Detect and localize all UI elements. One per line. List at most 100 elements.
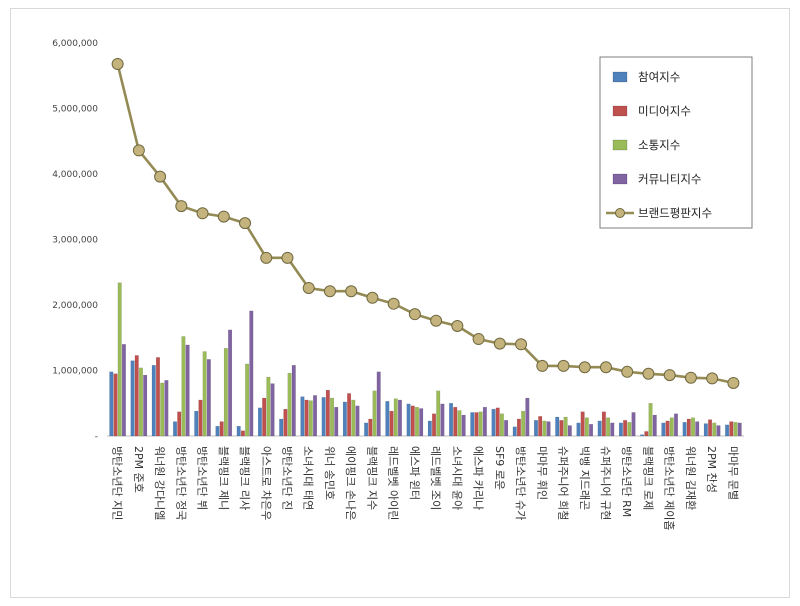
- bar-3: [330, 397, 334, 437]
- category-label: 2PM 찬성: [705, 446, 719, 493]
- bar-4: [525, 397, 530, 437]
- bar-3: [117, 282, 122, 437]
- category-label: 레드벨벳 조이: [429, 446, 442, 510]
- category-label: 방탄소년단 지민: [111, 446, 124, 520]
- bar-3: [138, 367, 143, 437]
- bar-3: [202, 351, 207, 437]
- y-tick-label: 3,000,000: [52, 236, 98, 246]
- reputation-marker: [196, 207, 209, 220]
- bar-3: [351, 399, 356, 437]
- category-label: 마마무 휘인: [535, 446, 548, 500]
- bar-1: [257, 407, 262, 437]
- category-label: SF9 로운: [493, 446, 506, 490]
- legend-label: 참여지수: [638, 70, 680, 84]
- bar-2: [283, 408, 288, 437]
- bar-4: [270, 383, 275, 437]
- category-label: 빅뱅 지드래곤: [578, 446, 591, 510]
- bar-2: [559, 420, 564, 437]
- bar-1: [342, 401, 347, 437]
- reputation-marker: [642, 367, 655, 380]
- y-tick-label: -: [95, 432, 98, 442]
- bar-2: [644, 431, 649, 437]
- category-label: 방탄소년단 뷔: [196, 446, 209, 510]
- bar-4: [206, 359, 211, 437]
- bar-4: [313, 395, 317, 437]
- reputation-marker: [175, 200, 188, 213]
- category-label: 워너원 김재환: [684, 446, 697, 510]
- reputation-marker: [430, 314, 443, 327]
- bar-3: [521, 410, 526, 437]
- bar-4: [589, 424, 593, 437]
- bar-1: [470, 412, 475, 437]
- bar-1: [555, 416, 560, 437]
- bar-4: [567, 425, 572, 437]
- bar-3: [287, 372, 292, 437]
- bar-2: [410, 405, 415, 437]
- category-label: 방탄소년단 제이홉: [663, 446, 677, 530]
- bar-1: [173, 421, 177, 437]
- category-label: 에스파 카리나: [472, 446, 485, 510]
- reputation-marker: [154, 170, 167, 183]
- category-label: 슈퍼주니어 희철: [557, 446, 570, 520]
- bar-4: [164, 380, 169, 437]
- legend-swatch: [612, 173, 628, 185]
- bar-3: [733, 422, 738, 437]
- bar-1: [534, 420, 538, 437]
- bar-3: [457, 410, 462, 437]
- reputation-marker: [239, 217, 252, 230]
- reputation-marker: [132, 144, 145, 157]
- bar-1: [576, 422, 581, 437]
- bar-3: [393, 398, 398, 437]
- bar-1: [109, 371, 114, 437]
- y-tick-label: 1,000,000: [52, 367, 98, 377]
- bar-2: [389, 410, 394, 437]
- reputation-marker: [345, 285, 358, 298]
- bar-1: [279, 418, 284, 437]
- reputation-marker: [260, 251, 273, 264]
- bar-2: [708, 419, 712, 437]
- category-label: 슈퍼주니어 규현: [599, 446, 612, 520]
- y-tick-label: 6,000,000: [52, 39, 98, 49]
- bar-2: [240, 430, 245, 437]
- bar-1: [194, 410, 199, 437]
- bar-3: [606, 417, 611, 437]
- reputation-marker: [663, 369, 676, 382]
- bar-4: [185, 344, 190, 437]
- bar-3: [691, 417, 695, 437]
- reputation-marker: [493, 337, 506, 350]
- bar-1: [321, 397, 326, 437]
- bar-4: [419, 408, 424, 437]
- category-label: 방탄소년단 슈가: [514, 446, 527, 520]
- bar-3: [542, 420, 547, 437]
- category-label: 블랙핑크 제니: [217, 446, 230, 510]
- reputation-marker: [515, 338, 528, 351]
- reputation-marker: [323, 285, 336, 298]
- legend-swatch: [612, 71, 628, 83]
- bar-2: [495, 407, 500, 437]
- reputation-marker: [536, 359, 549, 372]
- bar-4: [228, 329, 233, 437]
- bar-2: [601, 411, 606, 437]
- bar-2: [156, 357, 160, 437]
- bar-3: [436, 390, 441, 437]
- bar-4: [143, 374, 148, 437]
- bar-3: [584, 417, 589, 437]
- bar-4: [716, 425, 721, 437]
- category-label: 에이핑크 손나은: [344, 446, 357, 520]
- bar-2: [177, 411, 182, 437]
- reputation-marker: [408, 308, 421, 321]
- bar-1: [597, 420, 602, 437]
- category-label: 방탄소년단 정국: [174, 446, 187, 520]
- bar-1: [215, 426, 220, 437]
- category-label: 아스트로 차은우: [259, 446, 272, 520]
- bar-4: [355, 405, 360, 437]
- bar-3: [499, 413, 504, 437]
- bar-3: [669, 417, 674, 437]
- category-label: 레드벨벳 아이린: [387, 446, 400, 520]
- reputation-marker: [599, 361, 612, 374]
- bar-2: [517, 418, 521, 437]
- bar-4: [249, 310, 254, 437]
- legend-label: 미디어지수: [638, 104, 691, 118]
- reputation-marker: [727, 376, 740, 389]
- legend-swatch: [612, 105, 628, 117]
